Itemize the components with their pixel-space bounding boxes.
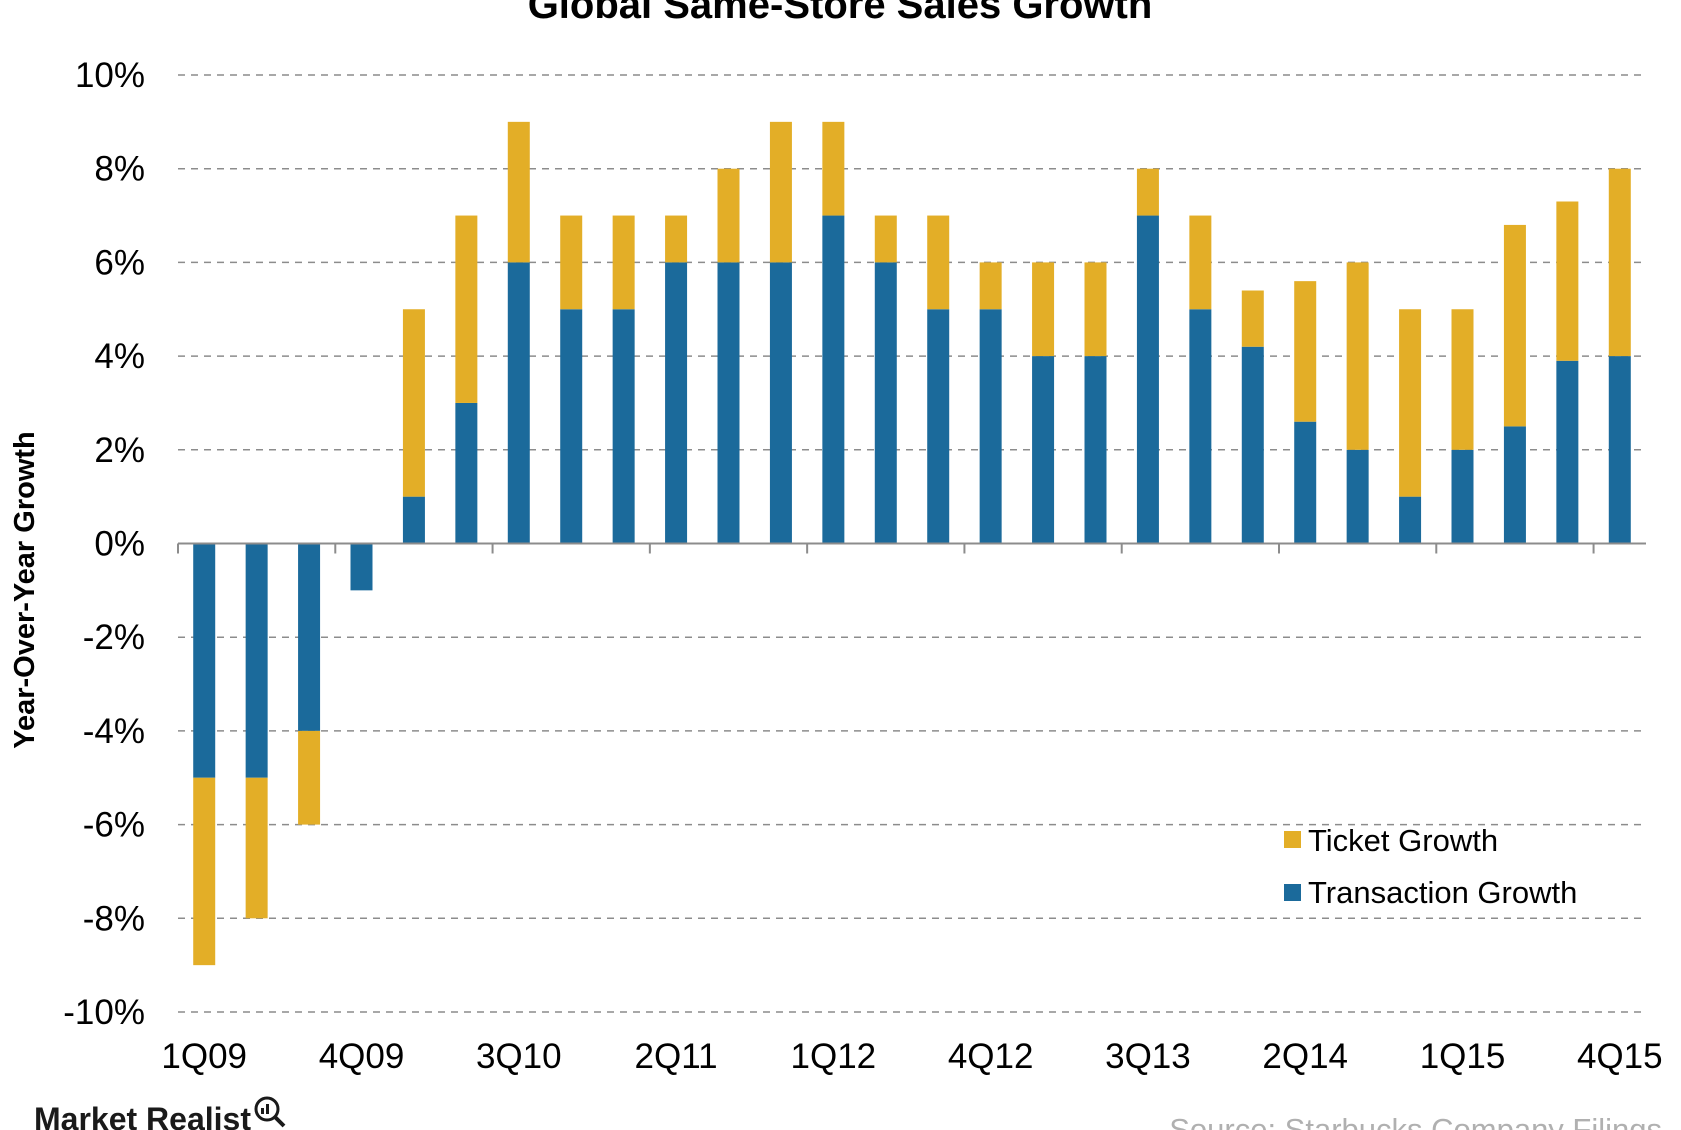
bar-ticket-2Q10 (455, 215, 478, 403)
legend-swatch-ticket-growth (1284, 831, 1301, 848)
y-tick-label: -8% (83, 899, 145, 938)
bar-transaction-3Q10 (507, 262, 530, 544)
bar-transaction-3Q14 (1346, 449, 1369, 544)
x-axis (177, 542, 1646, 554)
bar-transaction-3Q12 (927, 309, 950, 544)
x-tick-label: 1Q12 (791, 1037, 877, 1076)
bar-transaction-4Q14 (1399, 496, 1422, 544)
y-tick-label: -2% (83, 618, 145, 657)
bar-ticket-1Q12 (822, 121, 845, 216)
legend: Ticket Growth Transaction Growth (1284, 823, 1577, 910)
chart-title: Global Same-Store Sales Growth (528, 0, 1153, 27)
x-tick-label: 3Q10 (476, 1037, 562, 1076)
bar-transaction-4Q12 (979, 309, 1002, 544)
bar-transaction-2Q12 (874, 262, 897, 544)
source-note: Source: Starbucks Company Filings (1169, 1112, 1662, 1130)
bar-ticket-2Q09 (245, 777, 268, 919)
bar-ticket-3Q13 (1136, 168, 1159, 216)
bar-transaction-3Q09 (298, 543, 321, 731)
bar-transaction-2Q10 (455, 402, 478, 544)
bar-ticket-3Q11 (717, 168, 740, 263)
bar-transaction-1Q15 (1451, 449, 1474, 544)
bar-transaction-4Q11 (769, 262, 792, 544)
bar-transaction-1Q09 (193, 543, 216, 778)
bar-transaction-2Q13 (1084, 356, 1107, 544)
bar-ticket-2Q12 (874, 215, 897, 263)
y-tick-label: -4% (83, 712, 145, 751)
market-realist-logo: Market Realist (34, 1096, 286, 1130)
bar-ticket-1Q11 (612, 215, 635, 310)
bar-ticket-1Q10 (402, 309, 425, 497)
y-axis-ticks: 10% 8% 6% 4% 2% 0% -2% -4% -6% -8% -10% (63, 56, 145, 1032)
bar-ticket-4Q13 (1189, 215, 1212, 310)
bar-ticket-4Q12 (979, 262, 1002, 310)
y-tick-label: 4% (94, 337, 145, 376)
bars (193, 121, 1631, 966)
y-axis-label: Year-Over-Year Growth (9, 431, 41, 749)
bar-transaction-2Q11 (665, 262, 688, 544)
y-tick-label: 2% (94, 431, 145, 470)
bar-ticket-2Q14 (1294, 281, 1317, 422)
bar-ticket-4Q10 (560, 215, 583, 310)
bar-ticket-4Q11 (769, 121, 792, 263)
bar-ticket-4Q14 (1399, 309, 1422, 497)
x-tick-label: 1Q15 (1420, 1037, 1506, 1076)
bar-ticket-2Q15 (1503, 224, 1526, 427)
bar-transaction-1Q14 (1241, 346, 1264, 544)
bar-ticket-2Q13 (1084, 262, 1107, 357)
bar-ticket-4Q15 (1608, 168, 1631, 357)
y-tick-label: 6% (94, 243, 145, 282)
bar-transaction-1Q13 (1032, 356, 1055, 544)
x-tick-label: 1Q09 (161, 1037, 247, 1076)
bar-ticket-1Q13 (1032, 262, 1055, 357)
legend-label-ticket-growth: Ticket Growth (1308, 823, 1498, 858)
bar-transaction-3Q11 (717, 262, 740, 544)
bar-ticket-2Q11 (665, 215, 688, 263)
bar-transaction-4Q13 (1189, 309, 1212, 544)
x-tick-label: 2Q14 (1262, 1037, 1348, 1076)
bar-transaction-4Q09 (350, 543, 373, 591)
bar-ticket-3Q15 (1556, 201, 1579, 361)
bar-transaction-3Q15 (1556, 360, 1579, 544)
x-axis-ticks: 1Q09 4Q09 3Q10 2Q11 1Q12 4Q12 3Q13 2Q14 1Q15 4Q15 (161, 1037, 1662, 1076)
magnifier-icon (254, 1096, 286, 1128)
x-tick-label: 4Q09 (319, 1037, 405, 1076)
bar-ticket-1Q09 (193, 777, 216, 966)
bar-transaction-2Q15 (1503, 426, 1526, 544)
x-tick-label: 4Q15 (1577, 1037, 1663, 1076)
bar-transaction-4Q15 (1608, 356, 1631, 544)
y-tick-label: 8% (94, 150, 145, 189)
bar-transaction-1Q10 (402, 496, 425, 544)
bar-ticket-3Q09 (298, 730, 321, 825)
legend-swatch-transaction-growth (1284, 884, 1301, 901)
y-tick-label: 0% (94, 525, 145, 564)
bar-ticket-3Q12 (927, 215, 950, 310)
bar-transaction-2Q14 (1294, 421, 1317, 544)
y-tick-label: -6% (83, 806, 145, 845)
bar-transaction-3Q13 (1136, 215, 1159, 544)
y-tick-label: -10% (63, 993, 145, 1032)
bar-ticket-3Q14 (1346, 262, 1369, 450)
bar-transaction-4Q10 (560, 309, 583, 544)
bar-ticket-1Q15 (1451, 309, 1474, 450)
bar-ticket-1Q14 (1241, 290, 1264, 347)
legend-label-transaction-growth: Transaction Growth (1308, 875, 1577, 910)
x-tick-label: 2Q11 (635, 1037, 718, 1076)
bar-transaction-2Q09 (245, 543, 268, 778)
bar-transaction-1Q11 (612, 309, 635, 544)
x-tick-label: 4Q12 (948, 1037, 1034, 1076)
y-tick-label: 10% (75, 56, 145, 95)
bar-ticket-3Q10 (507, 121, 530, 263)
x-tick-label: 3Q13 (1105, 1037, 1191, 1076)
logo-text: Market Realist (34, 1101, 251, 1130)
bar-transaction-1Q12 (822, 215, 845, 544)
